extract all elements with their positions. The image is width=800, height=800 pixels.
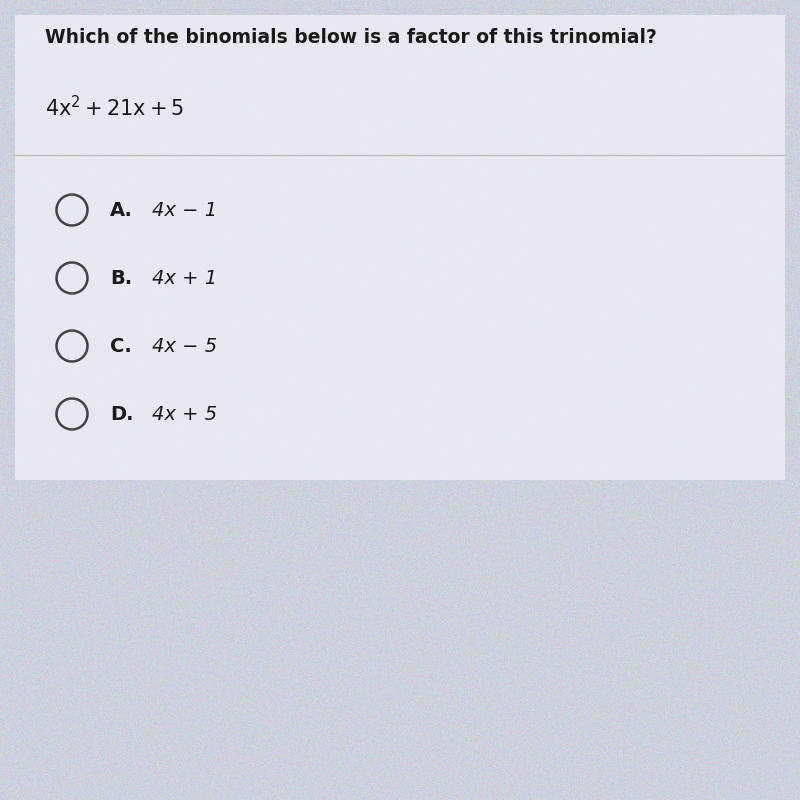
FancyBboxPatch shape [15, 15, 785, 480]
Text: D.: D. [110, 405, 134, 423]
Text: 4x − 1: 4x − 1 [152, 201, 217, 219]
Text: C.: C. [110, 337, 132, 355]
Text: A.: A. [110, 201, 133, 219]
Text: $\mathregular{4x^2 + 21x + 5}$: $\mathregular{4x^2 + 21x + 5}$ [45, 95, 184, 120]
Text: 4x + 5: 4x + 5 [152, 405, 217, 423]
Text: B.: B. [110, 269, 132, 287]
Text: 4x − 5: 4x − 5 [152, 337, 217, 355]
Text: 4x + 1: 4x + 1 [152, 269, 217, 287]
Text: Which of the binomials below is a factor of this trinomial?: Which of the binomials below is a factor… [45, 28, 657, 47]
